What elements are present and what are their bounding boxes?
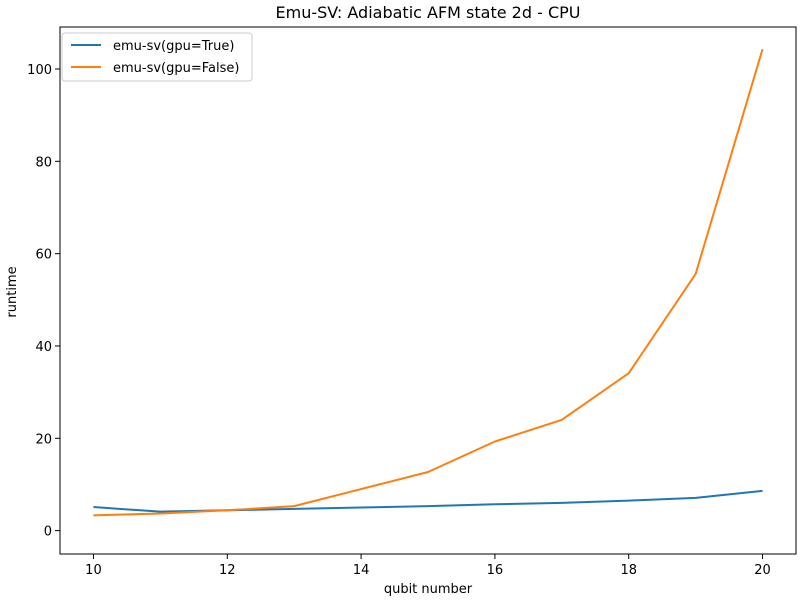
y-tick-label: 80 <box>35 155 52 170</box>
y-axis-ticks: 0 20 40 60 80 100 <box>27 63 60 540</box>
x-axis-label: qubit number <box>384 582 473 597</box>
x-tick-label: 16 <box>487 563 504 578</box>
y-tick-label: 20 <box>35 432 52 447</box>
x-tick-label: 14 <box>353 563 370 578</box>
series-line-gpu-false <box>93 48 764 517</box>
y-tick-label: 60 <box>35 248 52 263</box>
y-tick-label: 100 <box>27 63 52 78</box>
legend-box <box>61 32 253 82</box>
legend-label-gpu-true: emu-sv(gpu=True) <box>113 39 234 54</box>
chart-title: Emu-SV: Adiabatic AFM state 2d - CPU <box>276 3 581 22</box>
x-tick-label: 12 <box>219 563 236 578</box>
x-tick-label: 10 <box>85 563 102 578</box>
legend-label-gpu-false: emu-sv(gpu=False) <box>113 61 239 76</box>
axes-frame <box>59 26 797 555</box>
x-tick-label: 20 <box>754 563 771 578</box>
legend: emu-sv(gpu=True) emu-sv(gpu=False) <box>61 32 253 82</box>
y-tick-label: 40 <box>35 340 52 355</box>
y-axis-label: runtime <box>5 266 20 317</box>
plot-area <box>93 48 764 517</box>
x-tick-label: 18 <box>620 563 637 578</box>
x-axis-ticks: 10 12 14 16 18 20 <box>85 554 771 578</box>
y-tick-label: 0 <box>44 525 52 540</box>
